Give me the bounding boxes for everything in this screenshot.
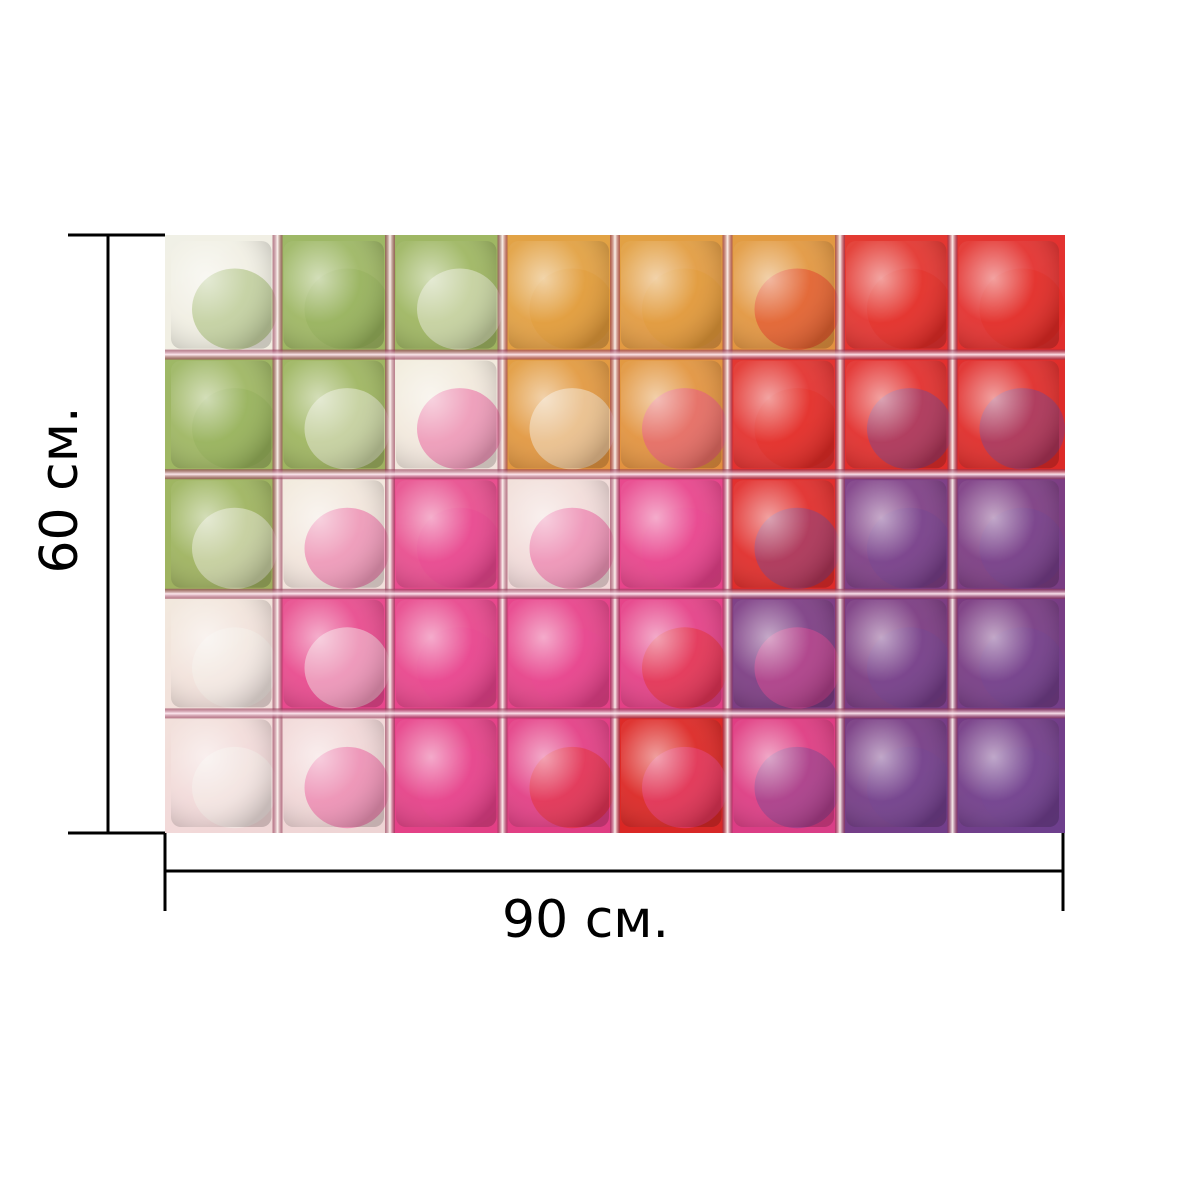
glass-tile xyxy=(165,593,278,714)
glass-tile xyxy=(727,354,840,475)
grout-line-vertical xyxy=(722,235,733,833)
glass-tile xyxy=(390,474,503,594)
glass-tile xyxy=(502,354,615,475)
glass-tile xyxy=(727,713,840,833)
glass-block-panel xyxy=(165,235,1065,833)
grout-lines xyxy=(165,235,1065,833)
glass-tile xyxy=(615,593,728,714)
glass-tile xyxy=(952,354,1065,475)
glass-tile xyxy=(390,354,503,475)
glass-tile xyxy=(840,593,953,714)
grout-line-horizontal xyxy=(165,588,1065,599)
glass-tile xyxy=(165,713,278,833)
grout-line-vertical xyxy=(272,235,283,833)
glass-tile xyxy=(727,593,840,714)
grout-line-vertical xyxy=(385,235,395,833)
grout-line-vertical xyxy=(610,235,620,833)
glass-tile xyxy=(390,593,503,714)
glass-tile xyxy=(165,354,278,475)
glass-tile xyxy=(727,235,840,355)
glass-tile xyxy=(840,354,953,475)
glass-tile xyxy=(615,235,728,355)
grout-line-vertical xyxy=(497,235,508,833)
glass-tile xyxy=(502,474,615,594)
width-dimension-label: 90 см. xyxy=(502,890,670,950)
glass-tile xyxy=(502,593,615,714)
glass-tile xyxy=(952,713,1065,833)
glass-tile xyxy=(615,354,728,475)
glass-tile xyxy=(502,713,615,833)
glass-tile xyxy=(277,354,390,475)
grout-line-horizontal xyxy=(165,469,1065,480)
dimension-lines xyxy=(68,233,1065,911)
glass-tile xyxy=(727,474,840,594)
glass-tile xyxy=(277,474,390,594)
glass-tile xyxy=(165,474,278,594)
height-dimension-label: 60 см. xyxy=(30,406,90,574)
glass-tile xyxy=(840,235,953,355)
glass-tile xyxy=(165,235,278,355)
glass-tile xyxy=(840,713,953,833)
grout-line-horizontal xyxy=(165,708,1065,719)
glass-tile xyxy=(277,235,390,355)
glass-tile xyxy=(952,593,1065,714)
glass-tile xyxy=(277,713,390,833)
glass-tile xyxy=(952,474,1065,594)
glass-tile xyxy=(390,235,503,355)
grout-line-vertical xyxy=(835,235,845,833)
glass-tile xyxy=(952,235,1065,355)
glass-tile xyxy=(277,593,390,714)
glass-tile xyxy=(615,474,728,594)
glass-tile xyxy=(502,235,615,355)
tile-grid xyxy=(165,235,1065,833)
glass-tile xyxy=(840,474,953,594)
glass-tile xyxy=(615,713,728,833)
grout-line-horizontal xyxy=(165,349,1065,360)
grout-line-vertical xyxy=(947,235,958,833)
glass-tile xyxy=(390,713,503,833)
